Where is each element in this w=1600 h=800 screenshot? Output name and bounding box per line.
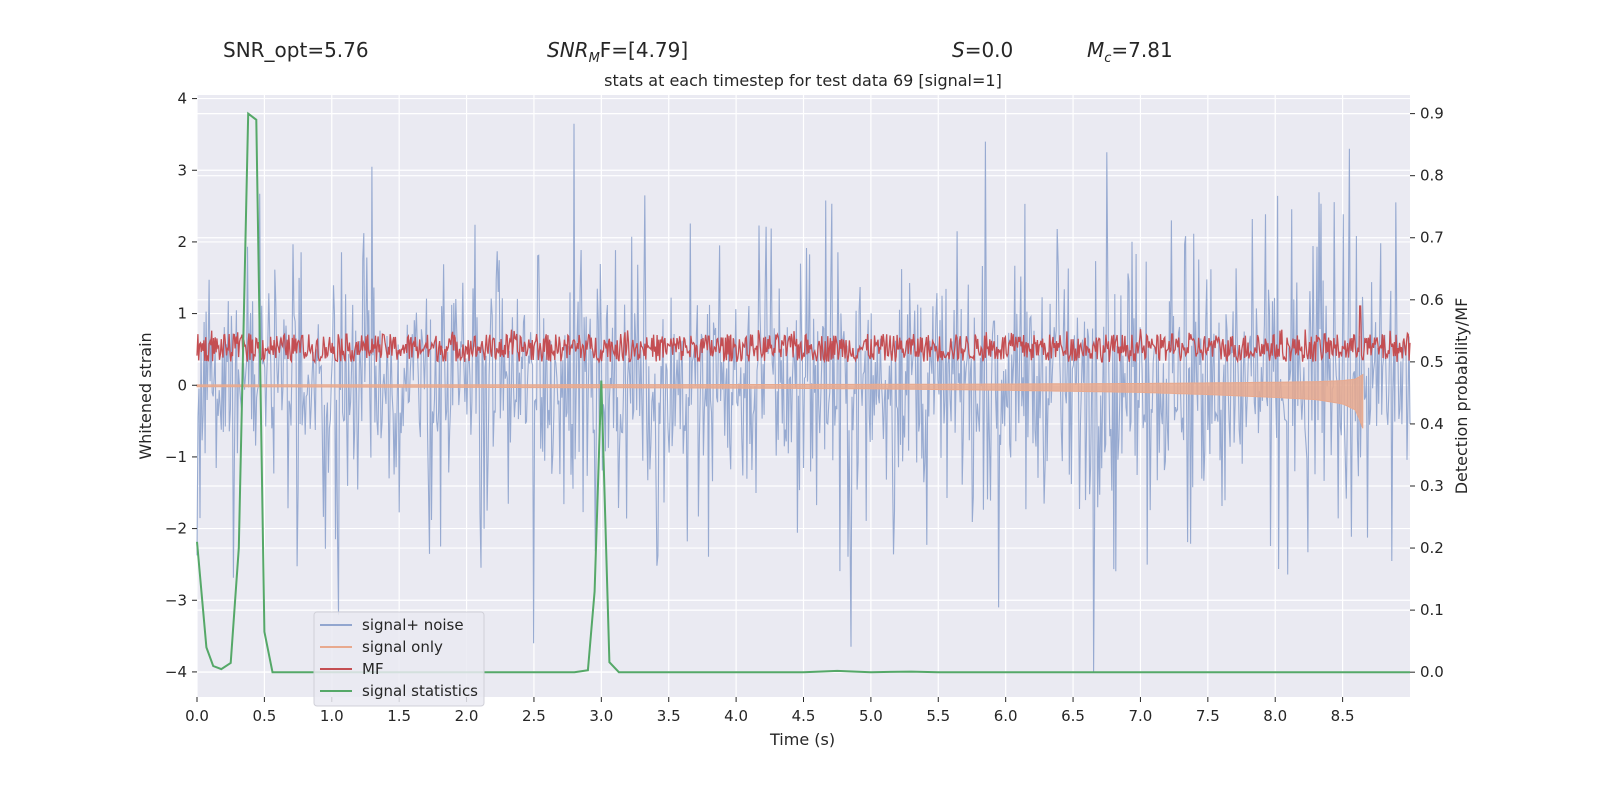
x-tick-label: 1.0 <box>320 707 344 725</box>
y-tick-label: −2 <box>165 520 187 538</box>
y-tick-label: 4 <box>177 90 187 108</box>
y-tick-label-right: 0.5 <box>1420 353 1444 371</box>
snr-mf-stat: SNRMF=[4.79] <box>547 38 688 66</box>
snr-mf-subscript: M <box>588 51 600 66</box>
chart-title: stats at each timestep for test data 69 … <box>604 71 1002 90</box>
legend-label-signal-noise: signal+ noise <box>362 616 464 634</box>
x-tick-label: 1.5 <box>387 707 411 725</box>
mc-stat: Mc=7.81 <box>1087 38 1173 66</box>
axes: 0.0 0.5 1.0 1.5 2.0 2.5 3.0 3.5 4.0 4.5 5.0 5.5 6.0 6… <box>165 90 1444 725</box>
y-tick-label-right: 0.0 <box>1420 663 1444 681</box>
x-tick-label: 0.5 <box>252 707 276 725</box>
x-tick-label: 4.0 <box>724 707 748 725</box>
y-tick-label-right: 0.7 <box>1420 229 1444 247</box>
y-tick-label-right: 0.3 <box>1420 477 1444 495</box>
y-tick-label-right: 0.4 <box>1420 415 1444 433</box>
signal-statistics-line <box>196 111 1410 674</box>
y-tick-label: −4 <box>165 663 187 681</box>
signal-noise-line <box>196 123 1411 672</box>
snr-mf-value: F=[4.79] <box>599 38 689 62</box>
mf-series <box>196 305 1411 365</box>
legend: signal+ noise signal only MF signal stat… <box>313 611 485 707</box>
signal-only-series <box>196 373 1364 429</box>
y-axis-label-right: Detection probability/MF <box>1452 298 1471 495</box>
x-tick-label: 0.0 <box>185 707 209 725</box>
x-tick-label: 3.0 <box>589 707 613 725</box>
y-tick-label: −3 <box>165 591 187 609</box>
x-tick-label: 4.5 <box>792 707 816 725</box>
signal-only-line <box>196 373 1364 429</box>
signal-noise-series <box>196 123 1411 672</box>
y-tick-label-right: 0.2 <box>1420 539 1444 557</box>
x-tick-label: 5.0 <box>859 707 883 725</box>
x-tick-label: 7.0 <box>1129 707 1153 725</box>
snr-opt-stat: SNR_opt=5.76 <box>223 38 369 62</box>
y-tick-label: 0 <box>177 376 187 394</box>
x-tick-label: 2.0 <box>455 707 479 725</box>
x-tick-label: 2.5 <box>522 707 546 725</box>
y-tick-label-right: 0.6 <box>1420 291 1444 309</box>
y-tick-label: −1 <box>165 448 187 466</box>
s-value: =0.0 <box>964 38 1014 62</box>
mf-line <box>196 305 1411 365</box>
snr-mf-symbol: SNR <box>547 38 589 62</box>
x-tick-label: 6.0 <box>994 707 1018 725</box>
legend-label-mf: MF <box>362 660 384 678</box>
signal-statistics-series <box>196 111 1410 674</box>
y-axis-label: Whitened strain <box>136 332 155 459</box>
y-tick-label: 1 <box>177 305 187 323</box>
x-tick-label: 7.5 <box>1196 707 1220 725</box>
legend-box <box>313 611 485 707</box>
y-tick-label-right: 0.8 <box>1420 167 1444 185</box>
mc-value: =7.81 <box>1111 38 1173 62</box>
x-axis-label: Time (s) <box>769 730 835 749</box>
x-tick-label: 8.5 <box>1331 707 1355 725</box>
s-symbol: S <box>952 38 965 62</box>
x-tick-label: 8.0 <box>1263 707 1287 725</box>
legend-label-signal-statistics: signal statistics <box>362 682 478 700</box>
x-tick-label: 6.5 <box>1061 707 1085 725</box>
legend-label-signal-only: signal only <box>362 638 443 656</box>
s-stat: S=0.0 <box>952 38 1013 62</box>
x-tick-label: 3.5 <box>657 707 681 725</box>
x-tick-label: 5.5 <box>926 707 950 725</box>
y-tick-label-right: 0.9 <box>1420 105 1444 123</box>
mc-symbol: M <box>1087 38 1105 62</box>
y-tick-label: 2 <box>177 233 187 251</box>
snr-opt-text: SNR_opt=5.76 <box>223 38 369 62</box>
y-tick-label-right: 0.1 <box>1420 601 1444 619</box>
y-tick-label: 3 <box>177 161 187 179</box>
mc-subscript: c <box>1104 51 1112 66</box>
